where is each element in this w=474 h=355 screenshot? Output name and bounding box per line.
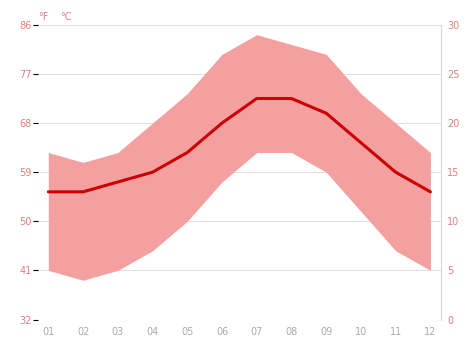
Text: °F: °F — [38, 12, 48, 22]
Text: °C: °C — [60, 12, 72, 22]
